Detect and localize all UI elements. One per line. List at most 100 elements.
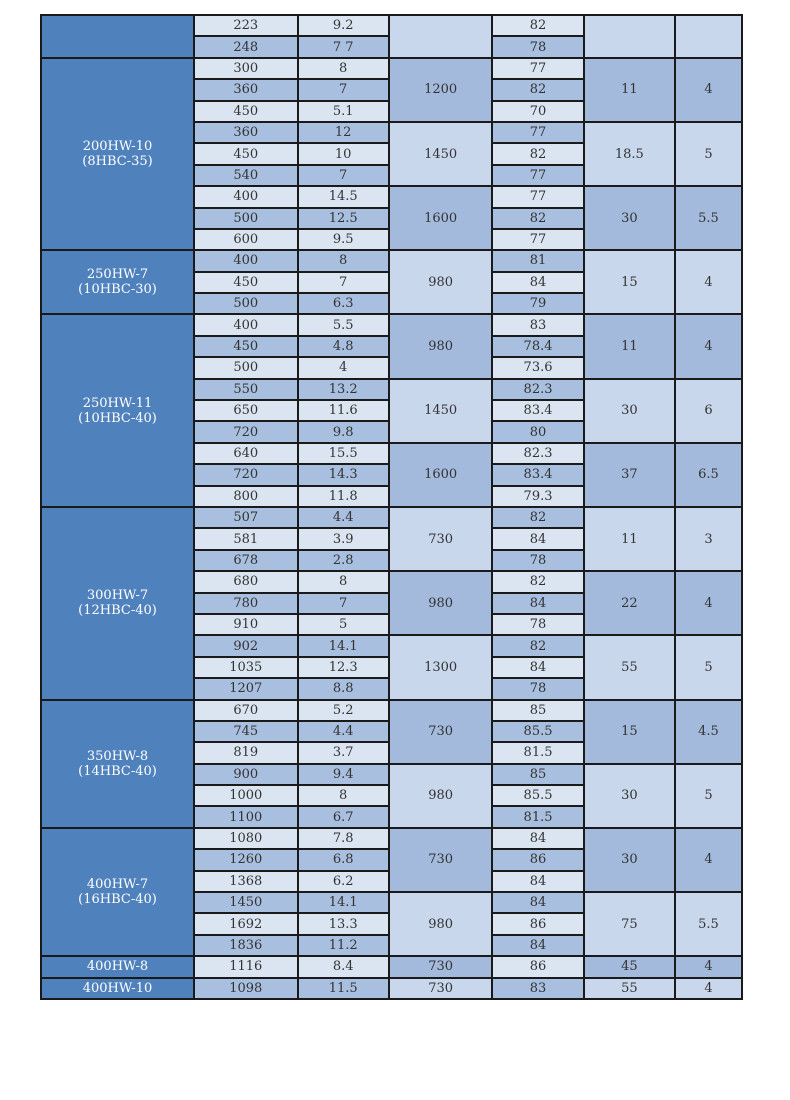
head-cell: 7 — [296, 270, 390, 295]
table-row: 720 14.3 83.4 — [41, 463, 742, 487]
flow-cell: 300 — [193, 56, 299, 81]
efficiency-cell: 82 — [491, 206, 585, 230]
model-name: 300HW-7 — [86, 588, 149, 604]
speed-cell: 730 — [387, 505, 494, 573]
head-cell: 14.1 — [296, 890, 390, 915]
efficiency-cell: 84 — [491, 270, 585, 295]
table-row: 400HW-8 1116 8.4 730 86 45 4 — [40, 955, 743, 979]
model-cell — [40, 14, 195, 59]
flow-cell: 910 — [193, 612, 299, 637]
flow-cell: 400 — [193, 249, 299, 273]
efficiency-cell: 84 — [491, 869, 585, 894]
table-row: 500 6.3 79 — [41, 292, 742, 316]
efficiency-cell: 86 — [491, 912, 585, 936]
head-cell: 9.4 — [296, 762, 390, 787]
flow-cell: 1207 — [193, 677, 299, 701]
head-cell: 7.8 — [296, 826, 390, 851]
model-alias: (10HBC-40) — [78, 410, 157, 426]
model-name: 400HW-8 — [86, 959, 149, 975]
head-cell: 6.7 — [296, 805, 390, 829]
flow-cell: 581 — [193, 527, 299, 551]
efficiency-cell: 85 — [491, 698, 585, 722]
model-name: 250HW-11 — [82, 395, 153, 411]
head-cell: 14.1 — [296, 634, 390, 658]
flow-cell: 900 — [193, 762, 299, 787]
npsh-cell: 6 — [674, 377, 743, 444]
flow-cell: 678 — [193, 548, 299, 573]
efficiency-cell: 77 — [491, 56, 585, 81]
efficiency-cell: 83.4 — [491, 399, 585, 423]
head-cell: 8 — [296, 784, 390, 808]
flow-cell: 500 — [193, 206, 299, 230]
flow-cell: 360 — [193, 120, 299, 145]
power-cell: 11 — [582, 56, 677, 123]
table-row: 900 9.4 980 85 30 5 — [41, 762, 743, 829]
speed-cell: 1600 — [387, 185, 494, 252]
model-cell: 250HW-11 (10HBC-40) — [40, 313, 195, 508]
flow-cell: 1260 — [193, 848, 299, 872]
table-row: 1260 6.8 86 — [41, 848, 742, 872]
flow-cell: 819 — [193, 741, 299, 765]
npsh-cell: 4 — [674, 570, 743, 637]
flow-cell: 1836 — [193, 933, 299, 958]
efficiency-cell: 84 — [491, 655, 585, 680]
speed-cell: 730 — [387, 698, 494, 765]
head-cell: 2.8 — [296, 548, 390, 573]
npsh-cell: 4 — [674, 955, 743, 979]
head-cell: 11.6 — [296, 399, 390, 423]
model-alias: (12HBC-40) — [78, 603, 157, 619]
head-cell: 5.1 — [296, 99, 390, 123]
flow-cell: 1368 — [193, 869, 299, 894]
efficiency-cell: 70 — [491, 99, 585, 123]
efficiency-cell: 83 — [491, 976, 585, 1000]
efficiency-cell: 81 — [491, 249, 585, 273]
table-row: 350HW-8 (14HBC-40) 670 5.2 730 85 15 4.5 — [40, 698, 743, 829]
flow-cell: 1035 — [193, 655, 299, 680]
flow-cell: 640 — [193, 441, 299, 466]
efficiency-cell: 79 — [491, 292, 585, 316]
power-cell: 22 — [582, 570, 677, 637]
flow-cell: 400 — [193, 313, 299, 337]
efficiency-cell: 82.3 — [491, 377, 585, 402]
speed-cell: 980 — [387, 249, 494, 316]
flow-cell: 745 — [193, 719, 299, 744]
head-cell: 11.2 — [296, 933, 390, 958]
flow-cell: 1000 — [193, 784, 299, 808]
table-row: 360 7 82 — [41, 78, 742, 102]
efficiency-cell: 84 — [491, 933, 585, 958]
power-cell: 15 — [582, 698, 677, 765]
speed-cell: 730 — [387, 955, 494, 979]
npsh-cell: 4 — [674, 313, 743, 380]
speed-cell: 1300 — [387, 634, 494, 701]
npsh-cell: 5.5 — [674, 185, 743, 252]
flow-cell: 500 — [193, 356, 299, 380]
flow-cell: 670 — [193, 698, 299, 722]
head-cell: 8 — [296, 570, 390, 594]
efficiency-cell: 84 — [491, 826, 585, 851]
npsh-cell: 4 — [674, 826, 743, 894]
head-cell: 4.8 — [296, 334, 390, 359]
efficiency-cell: 78 — [491, 612, 585, 637]
flow-cell: 450 — [193, 270, 299, 295]
power-cell: 30 — [582, 185, 677, 252]
speed-cell — [387, 14, 494, 59]
flow-cell: 1450 — [193, 890, 299, 915]
efficiency-cell: 86 — [491, 848, 585, 872]
table-row: 1100 6.7 81.5 — [41, 805, 742, 829]
head-cell: 7 — [296, 163, 390, 188]
speed-cell: 730 — [387, 976, 494, 1000]
flow-cell: 1080 — [193, 826, 299, 851]
flow-cell: 720 — [193, 420, 299, 444]
efficiency-cell: 82 — [491, 505, 585, 530]
flow-cell: 1100 — [193, 805, 299, 829]
table-row: 450 5.1 70 — [41, 99, 742, 123]
head-cell: 15.5 — [296, 441, 390, 466]
head-cell: 5 — [296, 612, 390, 637]
table-row: 248 7 7 78 — [41, 35, 742, 59]
table-row: 1836 11.2 84 — [41, 933, 742, 958]
model-alias: (16HBC-40) — [78, 892, 157, 908]
power-cell — [582, 14, 677, 59]
power-cell: 11 — [582, 313, 677, 380]
head-cell: 12.5 — [296, 206, 390, 230]
head-cell: 14.5 — [296, 185, 390, 209]
